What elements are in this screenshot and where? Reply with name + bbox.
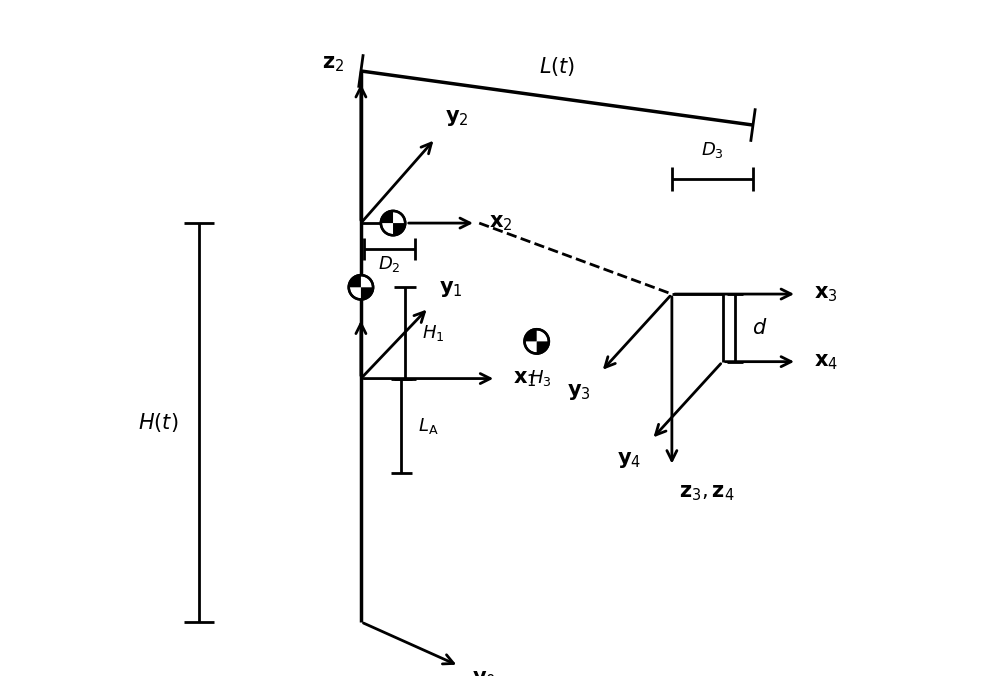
Wedge shape: [381, 211, 393, 223]
Text: $D_3$: $D_3$: [701, 140, 724, 160]
Circle shape: [349, 275, 373, 299]
Text: $\mathbf{x}_2$: $\mathbf{x}_2$: [490, 213, 512, 233]
Text: $\mathbf{x}_3$: $\mathbf{x}_3$: [814, 284, 837, 304]
Text: $\mathbf{y}_4$: $\mathbf{y}_4$: [617, 450, 641, 470]
Circle shape: [524, 329, 548, 354]
Text: $\mathbf{y}_3$: $\mathbf{y}_3$: [566, 382, 590, 402]
Text: $\mathbf{z}_3, \mathbf{z}_4$: $\mathbf{z}_3, \mathbf{z}_4$: [678, 483, 734, 504]
Text: $d$: $d$: [751, 318, 767, 338]
Wedge shape: [524, 329, 536, 341]
Wedge shape: [361, 287, 373, 299]
Text: $L(t)$: $L(t)$: [538, 55, 575, 78]
Text: $D_2$: $D_2$: [379, 254, 401, 274]
Wedge shape: [536, 341, 548, 354]
Wedge shape: [393, 223, 406, 235]
Text: $\mathbf{y}_0$: $\mathbf{y}_0$: [473, 669, 497, 676]
Text: $\mathbf{y}_2$: $\mathbf{y}_2$: [446, 108, 470, 128]
Text: $H_1$: $H_1$: [422, 323, 445, 343]
Text: $\mathbf{x}_1$: $\mathbf{x}_1$: [513, 368, 536, 389]
Text: $\mathbf{x}_4$: $\mathbf{x}_4$: [814, 352, 838, 372]
Circle shape: [381, 211, 406, 235]
Text: $H_3$: $H_3$: [528, 368, 551, 389]
Text: $\mathbf{z}_2$: $\mathbf{z}_2$: [322, 54, 344, 74]
Text: $L_\mathrm{A}$: $L_\mathrm{A}$: [419, 416, 439, 436]
Text: $\mathbf{y}_1$: $\mathbf{y}_1$: [439, 279, 463, 299]
Wedge shape: [349, 275, 361, 287]
Text: $H(t)$: $H(t)$: [138, 411, 179, 434]
